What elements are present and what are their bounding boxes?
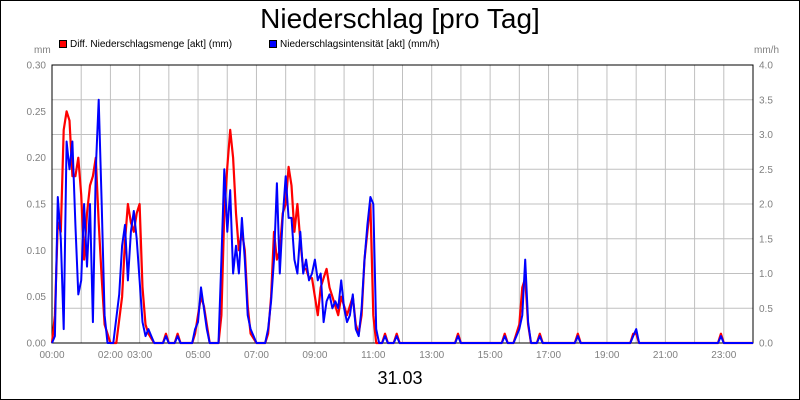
x-tick-label: 03:00: [127, 350, 152, 361]
legend-label-intensitaet: Niederschlagsintensität [akt] (mm/h): [280, 39, 440, 50]
legend-item-niederschlagsmenge: Diff. Niederschlagsmenge [akt] (mm): [59, 39, 232, 51]
legend-label-niederschlagsmenge: Diff. Niederschlagsmenge [akt] (mm): [70, 39, 233, 50]
y-tick-label-right: 3.0: [759, 130, 773, 141]
y-tick-label-right: 0.0: [759, 339, 773, 350]
series-line-intensitaet: [51, 98, 753, 344]
y-tick-label-left: 0.00: [27, 339, 47, 350]
x-axis-date-label: 31.03: [377, 368, 423, 388]
y-tick-label-left: 0.20: [27, 153, 47, 164]
y-tick-label-left: 0.15: [27, 200, 47, 211]
x-tick-label: 23:00: [711, 350, 736, 361]
x-tick-label: 07:00: [244, 350, 269, 361]
y-tick-label-right: 4.0: [759, 61, 773, 72]
y-tick-label-left: 0.30: [27, 61, 47, 72]
x-tick-label: 13:00: [419, 350, 444, 361]
y-tick-label-right: 0.5: [759, 304, 773, 315]
x-tick-label: 09:00: [302, 350, 327, 361]
y-tick-label-left: 0.25: [27, 107, 47, 118]
x-tick-label: 00:00: [39, 350, 64, 361]
y-tick-label-left: 0.05: [27, 292, 47, 303]
x-tick-label: 19:00: [594, 350, 619, 361]
y-tick-label-right: 1.0: [759, 269, 773, 280]
x-tick-label: 21:00: [653, 350, 678, 361]
legend-item-intensitaet: Niederschlagsintensität [akt] (mm/h): [269, 39, 440, 51]
y-tick-label-right: 1.5: [759, 234, 773, 245]
x-tick-label: 05:00: [186, 350, 211, 361]
y-tick-label-right: 2.0: [759, 200, 773, 211]
y-tick-label-right: 2.5: [759, 165, 773, 176]
legend-swatch-blue: [269, 40, 277, 48]
chart-title: Niederschlag [pro Tag]: [260, 3, 540, 34]
x-tick-label: 17:00: [536, 350, 561, 361]
x-tick-label: 15:00: [478, 350, 503, 361]
x-tick-label: 02:00: [98, 350, 123, 361]
y-axis-right-unit: mm/h: [754, 45, 779, 56]
y-axis-left-unit: mm: [34, 45, 51, 56]
y-tick-label-left: 0.10: [27, 246, 47, 257]
legend-swatch-red: [59, 40, 67, 48]
y-tick-label-right: 3.5: [759, 95, 773, 106]
x-tick-label: 11:00: [361, 350, 386, 361]
